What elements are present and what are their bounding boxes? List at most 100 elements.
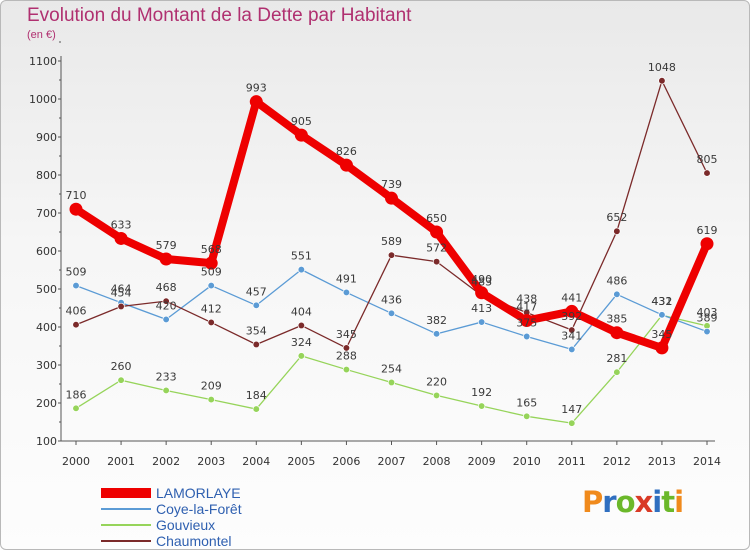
data-label: 468	[156, 281, 177, 294]
data-point	[72, 404, 80, 412]
data-label: 375	[516, 317, 537, 330]
logo-letter: o	[615, 485, 636, 519]
data-label: 186	[66, 388, 87, 401]
data-label: 464	[111, 283, 132, 296]
data-label: 509	[66, 266, 87, 279]
data-point	[159, 252, 173, 266]
data-point	[207, 395, 215, 404]
data-point	[162, 386, 170, 395]
data-label: 826	[336, 145, 357, 158]
data-label: 184	[246, 389, 267, 402]
data-point	[297, 352, 306, 360]
data-point	[387, 378, 396, 387]
x-tick-label: 2013	[648, 455, 676, 468]
axes: 100 200 300 400 500 600 700 800 900 1000 1100 2000 2…	[29, 41, 721, 468]
data-point	[432, 330, 441, 338]
data-label: 431	[651, 295, 672, 308]
data-label: 432	[651, 295, 672, 308]
data-point	[613, 368, 621, 376]
data-point	[387, 251, 396, 259]
data-point	[613, 227, 621, 235]
data-point	[117, 302, 125, 311]
data-label: 385	[606, 313, 627, 326]
data-label: 438	[516, 293, 537, 306]
data-point	[207, 318, 215, 327]
data-label: 260	[111, 360, 132, 373]
data-label: 233	[156, 370, 177, 383]
legend-swatch-chaumontel	[101, 540, 151, 542]
data-label: 650	[426, 212, 447, 225]
x-tick-label: 2007	[378, 455, 406, 468]
data-label: 288	[336, 350, 357, 363]
y-tick-label: 900	[36, 131, 57, 144]
data-label: 551	[291, 250, 312, 263]
data-point	[204, 256, 218, 270]
data-point	[565, 304, 579, 318]
data-label: 406	[66, 305, 87, 318]
data-point	[430, 225, 444, 239]
data-label: 619	[697, 224, 718, 237]
data-point	[342, 344, 351, 352]
data-label: 710	[66, 189, 87, 202]
data-label: 345	[336, 328, 357, 341]
data-label: 1048	[648, 61, 676, 74]
data-point	[658, 311, 666, 319]
data-label: 568	[201, 243, 222, 256]
data-label: 905	[291, 115, 312, 128]
logo-letter: t	[661, 485, 675, 519]
data-point	[520, 314, 534, 328]
data-point	[339, 158, 353, 172]
data-label: 633	[111, 218, 132, 231]
data-point	[703, 327, 711, 336]
data-point	[342, 288, 351, 297]
data-label: 403	[697, 306, 718, 319]
data-label: 192	[471, 386, 492, 399]
logo-letter: r	[602, 485, 616, 519]
data-label: 382	[426, 314, 447, 327]
chart-title: Evolution du Montant de la Dette par Hab…	[27, 5, 412, 26]
data-label: 483	[471, 275, 492, 288]
data-point	[475, 286, 489, 300]
data-point	[655, 341, 669, 355]
data-label: 652	[606, 211, 627, 224]
data-label: 417	[516, 301, 537, 314]
data-labels: 186 260 233 209 184 324 288 254 220 192 165 147 281 4…	[66, 61, 718, 416]
data-point	[523, 332, 531, 341]
y-tick-label: 400	[36, 321, 57, 334]
data-label: 147	[561, 403, 582, 416]
data-label: 490	[471, 273, 492, 286]
x-tick-label: 2001	[107, 455, 135, 468]
data-point	[477, 402, 486, 410]
legend-swatch-lamorlaye	[101, 488, 151, 498]
chart-subtitle: (en €)	[27, 29, 56, 41]
x-tick-label: 2004	[242, 455, 270, 468]
data-point	[72, 321, 80, 329]
data-point	[69, 202, 83, 216]
legend-swatch-gouvieux	[101, 524, 151, 526]
data-label: 441	[561, 291, 582, 304]
data-point	[294, 128, 308, 142]
data-point	[523, 412, 531, 420]
x-tick-label: 2005	[287, 455, 315, 468]
data-point	[114, 231, 128, 245]
data-point	[117, 376, 125, 384]
data-label: 993	[246, 82, 267, 95]
data-label: 572	[426, 242, 447, 255]
y-tick-label: 100	[36, 435, 57, 448]
data-label: 509	[201, 266, 222, 279]
data-label: 404	[291, 305, 312, 318]
data-point	[249, 95, 263, 109]
data-point	[477, 318, 486, 326]
legend-label-gouvieux: Gouvieux	[156, 517, 216, 533]
data-label: 389	[697, 312, 718, 325]
data-label: 589	[381, 235, 402, 248]
x-tick-label: 2002	[152, 455, 180, 468]
logo-letter: i	[652, 485, 662, 519]
data-label: 579	[156, 239, 177, 252]
data-label: 491	[336, 272, 357, 285]
data-point	[700, 237, 714, 251]
data-point	[162, 315, 170, 324]
data-label: 457	[246, 285, 267, 298]
